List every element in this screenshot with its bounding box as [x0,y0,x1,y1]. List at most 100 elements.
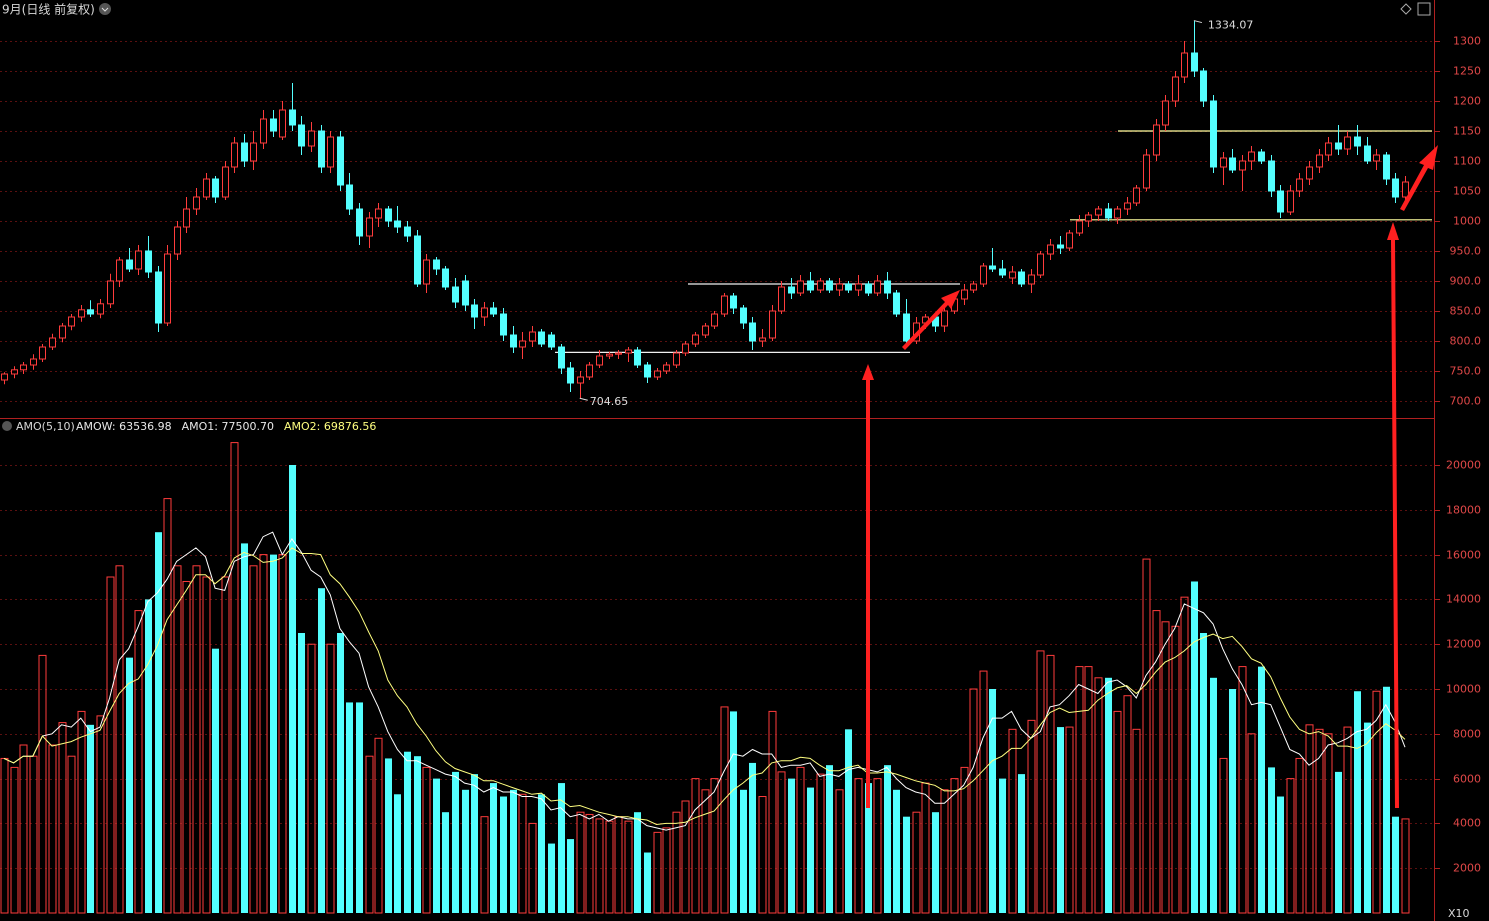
volume-bar [192,565,201,914]
candle-body [78,309,85,318]
volume-bar [1180,596,1189,914]
candle-body [126,259,133,270]
volume-bar [337,633,344,913]
candle-body [1085,214,1092,222]
candle-body [1181,52,1188,78]
volume-bar [29,755,38,914]
y-tick-label: 1200 [1453,95,1481,108]
volume-bar [644,852,651,913]
candle-body [817,280,824,291]
volume-bar [163,498,172,914]
candle-body [903,313,910,342]
candle-body [231,142,238,168]
volume-bar [1324,733,1333,914]
candle-body [999,268,1006,276]
candle-body [615,352,622,355]
candle-body [1009,271,1016,279]
chevron [101,7,109,12]
candle-body [1114,208,1121,219]
candle-body [337,136,344,186]
volume-bar [87,724,94,913]
candle-body [49,337,56,348]
candle-body [1344,136,1351,150]
y-tick-label: 800.0 [1450,335,1482,348]
candle-body [682,343,689,354]
candle-body [490,307,497,315]
candle-body [1018,271,1025,285]
candle-body [394,220,401,228]
candle-body [279,109,286,138]
candle-body [1066,232,1073,249]
volume-bar [865,783,872,913]
candle-body [385,208,392,222]
candle-body [1172,76,1179,102]
volume-bar [134,610,143,914]
candle-body [193,196,200,210]
candle-body [692,334,699,345]
volume-bar [1286,778,1295,914]
volume-bar [1191,581,1198,913]
volume-bar [38,654,47,914]
collapse-icon[interactable] [99,3,111,15]
y-tick-label: 700.0 [1450,395,1482,408]
volume-bar [749,762,756,913]
indicator-menu[interactable] [2,421,12,431]
y-tick-label: 14000 [1446,593,1481,606]
indicator-legend: AMO(5,10) [2,420,75,433]
indicator-readout: AMOW: 63536.98 [76,420,172,433]
volume-bar [510,789,517,913]
volume-bar [1295,757,1304,914]
volume-bar [1018,774,1025,913]
candle-body [260,118,267,144]
candle-body [884,280,891,294]
volume-bar [490,783,497,913]
volume-bar [385,758,392,913]
volume-bar [701,789,710,914]
candle-body [1037,253,1044,276]
candle-body [874,280,881,294]
volume-bar [1335,771,1342,913]
volume-bar [1354,691,1361,913]
candle-body [1133,187,1140,204]
y-tick-label: 1150 [1453,125,1481,138]
settings-icon[interactable] [1400,3,1412,15]
volume-bar [249,565,258,914]
candle-body [97,303,104,315]
candle-body [452,286,459,303]
candle-body [730,295,737,309]
window-icon[interactable] [1417,2,1431,16]
candle-body [404,226,411,237]
volume-bar [979,670,988,914]
volume-bar [884,765,891,913]
candle-body [625,349,632,354]
volume-bar [873,778,882,914]
candle-body [865,283,872,294]
candle-body [30,358,37,366]
candle-body [222,166,229,198]
volume-bar [1027,719,1036,914]
volume-bar [1277,796,1284,913]
candle-body [356,208,363,237]
volume-bar [681,800,690,914]
annotation-arrows [862,145,1438,808]
candle-body [1229,157,1236,171]
volume-bar [307,643,316,914]
candle-body [433,259,440,270]
candle-body [980,265,987,285]
candle-body [145,250,152,273]
arrow [902,290,960,350]
y-tick-label: 850.0 [1450,305,1482,318]
candle-body [577,376,584,384]
candle-body [558,346,565,369]
candle-body [1268,160,1275,192]
collapse-button[interactable] [99,3,111,15]
volume-bar [442,812,449,913]
volume-bar [1372,690,1381,914]
volume-bar [1247,733,1256,914]
indicator-readout: AMO1: 77500.70 [182,420,274,433]
volume-bar [1210,677,1217,913]
volume-bar [182,580,191,914]
volume-bar [1343,726,1352,914]
candle-body [1105,208,1112,219]
y-tick-label: 2000 [1453,862,1481,875]
